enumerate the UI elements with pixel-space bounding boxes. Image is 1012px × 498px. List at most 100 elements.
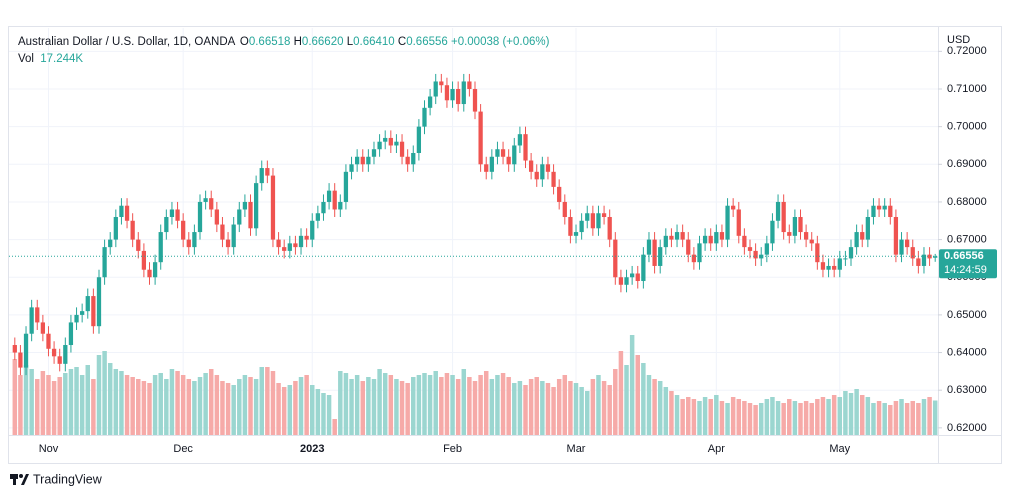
candle-body [590,213,595,229]
candle-body [23,333,29,368]
volume-bar [629,335,635,435]
volume-bar [427,375,433,435]
volume-bar [686,397,691,435]
candle-body [108,239,113,248]
candle-body [259,168,264,184]
volume-label: Vol [18,53,34,65]
volume-bar [467,377,472,435]
candle-body [618,277,624,285]
volume-bar [843,391,848,435]
volume-bar [888,405,893,435]
candle-body [899,239,904,255]
volume-bar [164,379,169,435]
brand-logo [10,474,29,485]
volume-bar [147,383,152,435]
candle-body [192,232,197,248]
candle-body [848,247,854,259]
volume-bar [758,403,764,435]
volume-bar [338,371,343,435]
candle-body [927,254,932,259]
candle-body [607,217,612,240]
volume-bar [876,401,882,435]
candle-body [388,137,393,146]
candle-body [495,149,500,157]
candle-body [585,213,590,221]
volume-bar [556,379,562,435]
candle-body [635,273,640,282]
low-label: L [347,36,354,48]
volume-bar [96,355,102,435]
candle-body [888,205,893,218]
volume-value: 17.244K [40,53,83,65]
candle-body [843,258,848,260]
volume-bar [124,375,130,435]
volume-bar [304,375,309,435]
candle-body [371,149,377,157]
volume-bar [29,369,34,435]
candle-body [641,254,646,282]
volume-bar [719,401,725,435]
candle-body [85,296,90,312]
volume-bar [51,381,57,435]
volume-bar [517,381,523,435]
candle-body [630,273,635,278]
candle-body [225,239,231,248]
candle-body [399,141,405,157]
candle-body [933,256,938,258]
volume-bar [483,371,489,435]
volume-bar [74,367,79,435]
volume-bar [478,375,483,435]
candle-body [242,201,248,210]
volume-bar [624,365,629,435]
volume-bar [310,385,315,435]
volume-bar [326,395,332,435]
open-value: 0.66518 [249,36,291,48]
volume-bar [12,359,18,435]
y-tick-label: 0.62000 [947,422,987,434]
candle-body [871,205,876,218]
volume-bar [691,399,697,435]
volume-bar [680,399,685,435]
candle-body [680,232,685,240]
volume-bar [23,365,29,435]
volume-bar [411,377,416,435]
volume-bar [809,403,814,435]
candle-body [214,209,219,225]
volume-bar [792,401,798,435]
candle-body [91,296,96,327]
candle-body [624,277,629,285]
candle-body [557,186,562,202]
volume-bar [158,373,163,435]
candle-body [18,352,23,368]
x-tick-label: Mar [567,443,586,455]
candle-body [287,243,292,251]
volume-bar [130,377,135,435]
candle-body [326,190,332,202]
candle-body [377,141,382,150]
candle-body [753,250,758,259]
candle-body [579,220,584,233]
candle-body [484,164,489,172]
volume-bar [820,397,826,435]
candle-body [298,235,304,248]
volume-bar [265,367,270,435]
volume-bar [899,399,904,435]
volume-bar [506,377,511,435]
volume-bar [528,379,534,435]
volume-bar [35,379,40,435]
candle-body [270,175,276,240]
volume-bar [753,405,758,435]
candle-body [517,134,523,146]
volume-bar [826,399,831,435]
volume-bar [927,397,932,435]
volume-bar [635,355,640,435]
candle-body [136,239,141,251]
candle-body [697,243,702,263]
volume-bar [747,403,753,435]
candle-body [540,164,545,180]
candle-body [349,164,354,172]
volume-bar [136,379,141,435]
candle-body [770,220,775,244]
candle-body [175,209,180,221]
volume-bar [439,377,444,435]
